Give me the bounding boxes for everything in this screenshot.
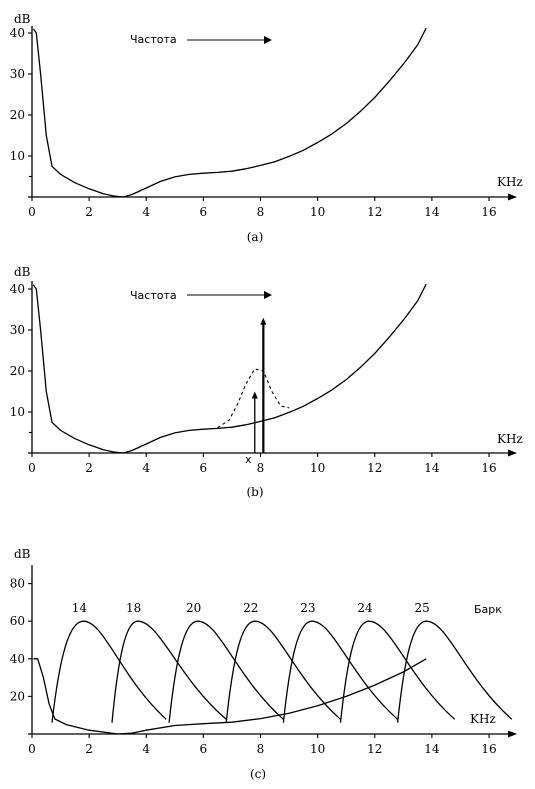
y-tick-label: 80: [10, 577, 25, 591]
y-tick-label: 30: [10, 323, 25, 337]
y-tick-label: 20: [10, 364, 25, 378]
x-axis-label-c: KHz: [470, 712, 496, 726]
bark-band-label: 20: [186, 601, 201, 615]
y-tick-label: 30: [10, 67, 25, 81]
marks-b: [28, 281, 517, 457]
y-ticks-a: 10 20 30 40: [10, 26, 32, 178]
x-tick-label: 14: [424, 461, 440, 475]
spike-head-0: [251, 391, 258, 399]
y-tick-label: 20: [10, 689, 25, 703]
bark-band-curve: [282, 620, 399, 723]
x-tick-label: 8: [257, 461, 265, 475]
x-tick-label: 2: [85, 461, 93, 475]
x-ticks-b: 0 2 4 6 8 10 12 14 16: [28, 453, 497, 475]
x-tick-label: 12: [367, 205, 382, 219]
x-axis-arrow-b: [508, 449, 517, 457]
x-axis-arrow-c: [508, 730, 517, 738]
x-axis-label-b: KHz: [497, 432, 523, 446]
y-tick-label: 40: [10, 282, 25, 296]
y-tick-label: 10: [10, 405, 25, 419]
x-tick-label: 16: [481, 742, 496, 756]
units-label-c: Барк: [474, 603, 502, 616]
bark-band-label: 23: [300, 601, 315, 615]
bark-band-curve: [225, 620, 341, 723]
x-tick-label: 4: [142, 742, 150, 756]
y-tick-label: 60: [10, 614, 25, 628]
bark-band-curve: [51, 620, 167, 723]
spike-head-1: [260, 317, 267, 325]
marks-c: 14 18 20 22 23 24 25: [28, 565, 517, 738]
bark-band-curve: [168, 620, 284, 723]
x-tick-label: 0: [28, 742, 36, 756]
x-axis-label-a: KHz: [497, 175, 523, 189]
y-tick-label: 20: [10, 108, 25, 122]
y-ticks-b: 10 20 30 40: [10, 282, 32, 434]
x-tick-label: 6: [200, 205, 208, 219]
x-tick-label: 8: [257, 742, 265, 756]
panel-b: dB KHz Частота x (b) 0 2 4 6 8 10 12 14 16 10 20 3…: [10, 265, 523, 499]
caption-c: (c): [250, 767, 266, 781]
x-tick-label: 12: [367, 742, 382, 756]
threshold-curve-a: [32, 27, 427, 198]
caption-a: (a): [247, 230, 264, 244]
y-axis-label-b: dB: [14, 265, 31, 279]
x-tick-label: 14: [424, 742, 440, 756]
annotation-b: Частота: [130, 289, 177, 302]
x-tick-label: 12: [367, 461, 382, 475]
masker-curve-b: [217, 368, 290, 429]
x-tick-label: 14: [424, 205, 440, 219]
annotation-a: Частота: [130, 33, 177, 46]
threshold-curve-b: [32, 283, 427, 454]
x-tick-label: 2: [85, 742, 93, 756]
x-tick-label: 10: [310, 461, 325, 475]
bark-band-curve: [396, 620, 513, 723]
arrow-b: [187, 291, 272, 299]
bark-band-curve: [339, 620, 456, 723]
x-tick-label: 8: [257, 205, 265, 219]
y-tick-label: 40: [10, 26, 25, 40]
threshold-curve-c: [33, 658, 427, 735]
x-tick-label: 6: [200, 742, 208, 756]
x-tick-label: 6: [200, 461, 208, 475]
y-axis-label-a: dB: [14, 12, 31, 26]
x-tick-label: 4: [142, 205, 150, 219]
bark-band-label: 14: [72, 601, 88, 615]
bark-band-label: 24: [357, 601, 373, 615]
y-ticks-c: 20 40 60 80: [10, 577, 32, 703]
x-tick-label: 16: [481, 205, 496, 219]
x-tick-label: 16: [481, 461, 496, 475]
y-axis-label-c: dB: [14, 547, 31, 561]
x-tick-label: 2: [85, 205, 93, 219]
y-tick-label: 10: [10, 149, 25, 163]
x-ticks-a: 0 2 4 6 8 10 12 14 16: [28, 197, 497, 219]
x-tick-label: 10: [310, 742, 325, 756]
bark-band-label: 22: [243, 601, 258, 615]
x-tick-label: 0: [28, 205, 36, 219]
x-tick-label: 10: [310, 205, 325, 219]
x-tick-label: 0: [28, 461, 36, 475]
x-tick-label: 4: [142, 461, 150, 475]
panel-a: dB KHz Частота (a) 0 2 4 6 8 10 12 14 16 10 20 30 4…: [10, 12, 523, 244]
x-ticks-c: 0 2 4 6 8 10 12 14 16: [28, 734, 497, 756]
x-axis-arrow-a: [508, 193, 517, 201]
caption-b: (b): [246, 485, 263, 499]
marks-a: [28, 26, 517, 201]
bark-band-curve: [111, 620, 227, 723]
arrow-a: [187, 36, 272, 44]
bark-band-label: 18: [126, 601, 141, 615]
bark-band-label: 25: [415, 601, 430, 615]
y-tick-label: 40: [10, 652, 25, 666]
spike-marker-label: x: [245, 453, 252, 466]
